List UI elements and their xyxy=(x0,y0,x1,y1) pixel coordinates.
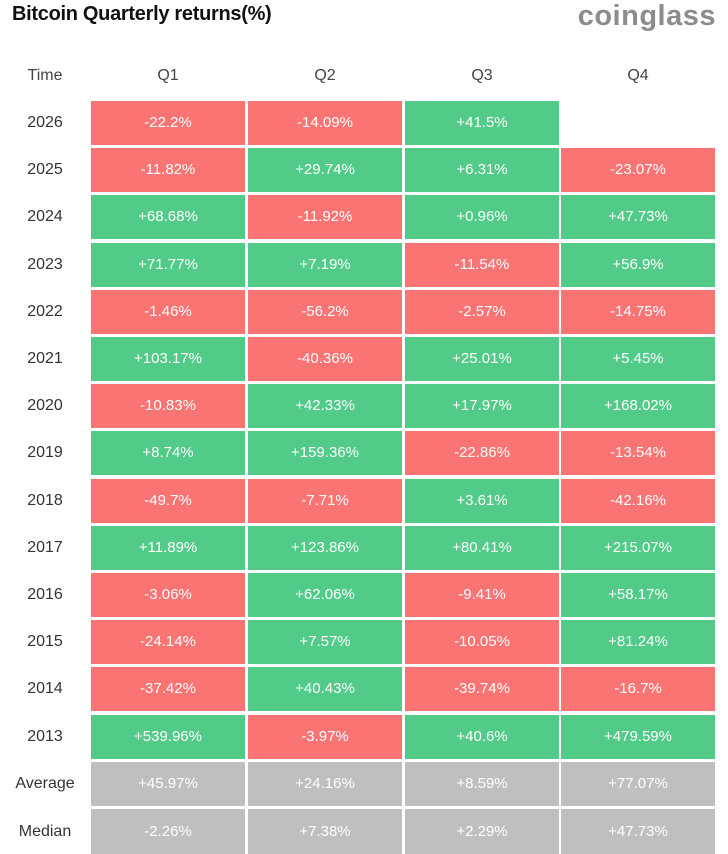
return-cell-2024-q1: +68.68% xyxy=(91,195,245,240)
row-label-2014: 2014 xyxy=(27,680,63,698)
return-cell-2014-q4: -16.7% xyxy=(561,667,715,712)
return-cell-average-q2: +24.16% xyxy=(248,761,402,806)
row-label-2022: 2022 xyxy=(27,302,63,320)
return-cell-2017-q2: +123.86% xyxy=(248,525,402,570)
return-cell-median-q4: +47.73% xyxy=(561,809,715,854)
return-cell-2018-q2: -7.71% xyxy=(248,478,402,523)
return-cell-2020-q1: -10.83% xyxy=(91,384,245,429)
return-cell-2023-q4: +56.9% xyxy=(561,242,715,287)
return-cell-2020-q4: +168.02% xyxy=(561,384,715,429)
return-cell-2018-q4: -42.16% xyxy=(561,478,715,523)
return-cell-median-q2: +7.38% xyxy=(248,809,402,854)
return-cell-2019-q1: +8.74% xyxy=(91,431,245,476)
return-cell-2016-q2: +62.06% xyxy=(248,573,402,617)
return-cell-2025-q4: -23.07% xyxy=(561,148,715,193)
return-cell-2026-q3: +41.5% xyxy=(405,101,559,145)
row-label-average: Average xyxy=(15,774,75,792)
return-cell-average-q3: +8.59% xyxy=(405,761,559,806)
row-label-2020: 2020 xyxy=(27,397,63,415)
return-cell-2016-q1: -3.06% xyxy=(91,573,245,617)
return-cell-2015-q4: +81.24% xyxy=(561,620,715,665)
return-cell-2026-q2: -14.09% xyxy=(248,101,402,145)
return-cell-2013-q4: +479.59% xyxy=(561,714,715,759)
return-cell-2017-q4: +215.07% xyxy=(561,525,715,570)
row-label-2016: 2016 xyxy=(27,586,63,603)
return-cell-median-q3: +2.29% xyxy=(405,809,559,854)
return-cell-2016-q3: -9.41% xyxy=(405,573,559,617)
return-cell-average-q1: +45.97% xyxy=(91,761,245,806)
return-cell-average-q4: +77.07% xyxy=(561,761,715,806)
row-label-2026: 2026 xyxy=(27,114,63,131)
return-cell-median-q1: -2.26% xyxy=(91,809,245,854)
brand-logo: coinglass xyxy=(577,0,716,32)
row-label-2017: 2017 xyxy=(27,538,63,556)
return-cell-2018-q1: -49.7% xyxy=(91,478,245,523)
row-label-2018: 2018 xyxy=(27,491,63,509)
header-time: Time xyxy=(27,67,63,84)
return-cell-2022-q4: -14.75% xyxy=(561,289,715,334)
return-cell-2018-q3: +3.61% xyxy=(405,478,559,523)
return-cell-2013-q2: -3.97% xyxy=(248,714,402,759)
return-cell-2019-q3: -22.86% xyxy=(405,431,559,476)
return-cell-2023-q2: +7.19% xyxy=(248,242,402,287)
return-cell-2022-q1: -1.46% xyxy=(91,289,245,334)
return-cell-2024-q2: -11.92% xyxy=(248,195,402,240)
row-label-2021: 2021 xyxy=(27,350,63,367)
return-cell-2017-q3: +80.41% xyxy=(405,525,559,570)
return-cell-2021-q3: +25.01% xyxy=(405,337,559,381)
return-cell-2014-q1: -37.42% xyxy=(91,667,245,712)
return-cell-2021-q4: +5.45% xyxy=(561,337,715,381)
return-cell-2024-q3: +0.96% xyxy=(405,195,559,240)
row-label-2025: 2025 xyxy=(27,161,63,179)
return-cell-2025-q1: -11.82% xyxy=(91,148,245,193)
chart-title: Bitcoin Quarterly returns(%) xyxy=(12,3,272,25)
return-cell-2020-q3: +17.97% xyxy=(405,384,559,429)
return-cell-2024-q4: +47.73% xyxy=(561,195,715,240)
row-label-2019: 2019 xyxy=(27,444,63,462)
header-q2: Q2 xyxy=(314,67,336,84)
return-cell-2021-q1: +103.17% xyxy=(91,337,245,381)
return-cell-2016-q4: +58.17% xyxy=(561,573,715,617)
return-cell-2014-q3: -39.74% xyxy=(405,667,559,712)
row-label-2023: 2023 xyxy=(27,255,63,273)
row-label-2024: 2024 xyxy=(27,208,63,226)
row-label-median: Median xyxy=(18,823,72,840)
return-cell-2026-q1: -22.2% xyxy=(91,101,245,145)
return-cell-2015-q3: -10.05% xyxy=(405,620,559,665)
row-label-2015: 2015 xyxy=(27,633,63,651)
return-cell-2023-q3: -11.54% xyxy=(405,242,559,287)
header-q4: Q4 xyxy=(627,67,649,84)
return-cell-2022-q3: -2.57% xyxy=(405,289,559,334)
header-q1: Q1 xyxy=(157,67,179,84)
header-q3: Q3 xyxy=(471,67,493,84)
return-cell-2026-q4 xyxy=(561,101,715,145)
return-cell-2023-q1: +71.77% xyxy=(91,242,245,287)
return-cell-2015-q1: -24.14% xyxy=(91,620,245,665)
return-cell-2020-q2: +42.33% xyxy=(248,384,402,429)
return-cell-2025-q2: +29.74% xyxy=(248,148,402,193)
return-cell-2022-q2: -56.2% xyxy=(248,289,402,334)
return-cell-2013-q1: +539.96% xyxy=(91,714,245,759)
return-cell-2014-q2: +40.43% xyxy=(248,667,402,712)
return-cell-2017-q1: +11.89% xyxy=(91,525,245,570)
return-cell-2025-q3: +6.31% xyxy=(405,148,559,193)
return-cell-2015-q2: +7.57% xyxy=(248,620,402,665)
return-cell-2021-q2: -40.36% xyxy=(248,337,402,381)
row-label-2013: 2013 xyxy=(27,727,63,745)
return-cell-2019-q4: -13.54% xyxy=(561,431,715,476)
return-cell-2013-q3: +40.6% xyxy=(405,714,559,759)
return-cell-2019-q2: +159.36% xyxy=(248,431,402,476)
